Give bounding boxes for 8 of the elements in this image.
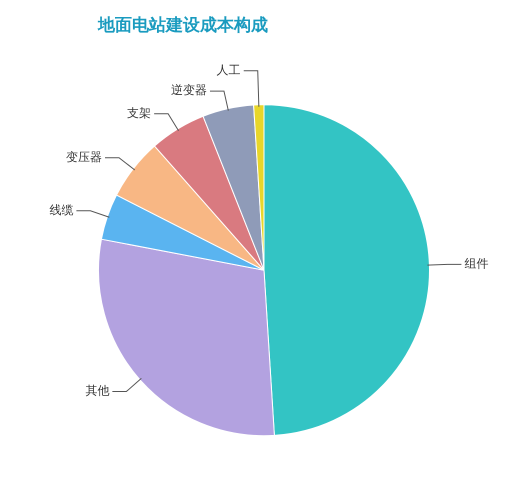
slice-label: 逆变器 — [170, 83, 207, 98]
slice-label: 变压器 — [66, 150, 102, 164]
chart-title: 地面电站建设成本构成 — [97, 16, 268, 36]
slice-label: 线缆 — [49, 202, 74, 217]
slice-label: 其他 — [85, 384, 110, 398]
slice-label: 人工 — [216, 62, 241, 77]
slice-label: 组件 — [464, 256, 488, 271]
slice-label: 支架 — [127, 106, 152, 120]
